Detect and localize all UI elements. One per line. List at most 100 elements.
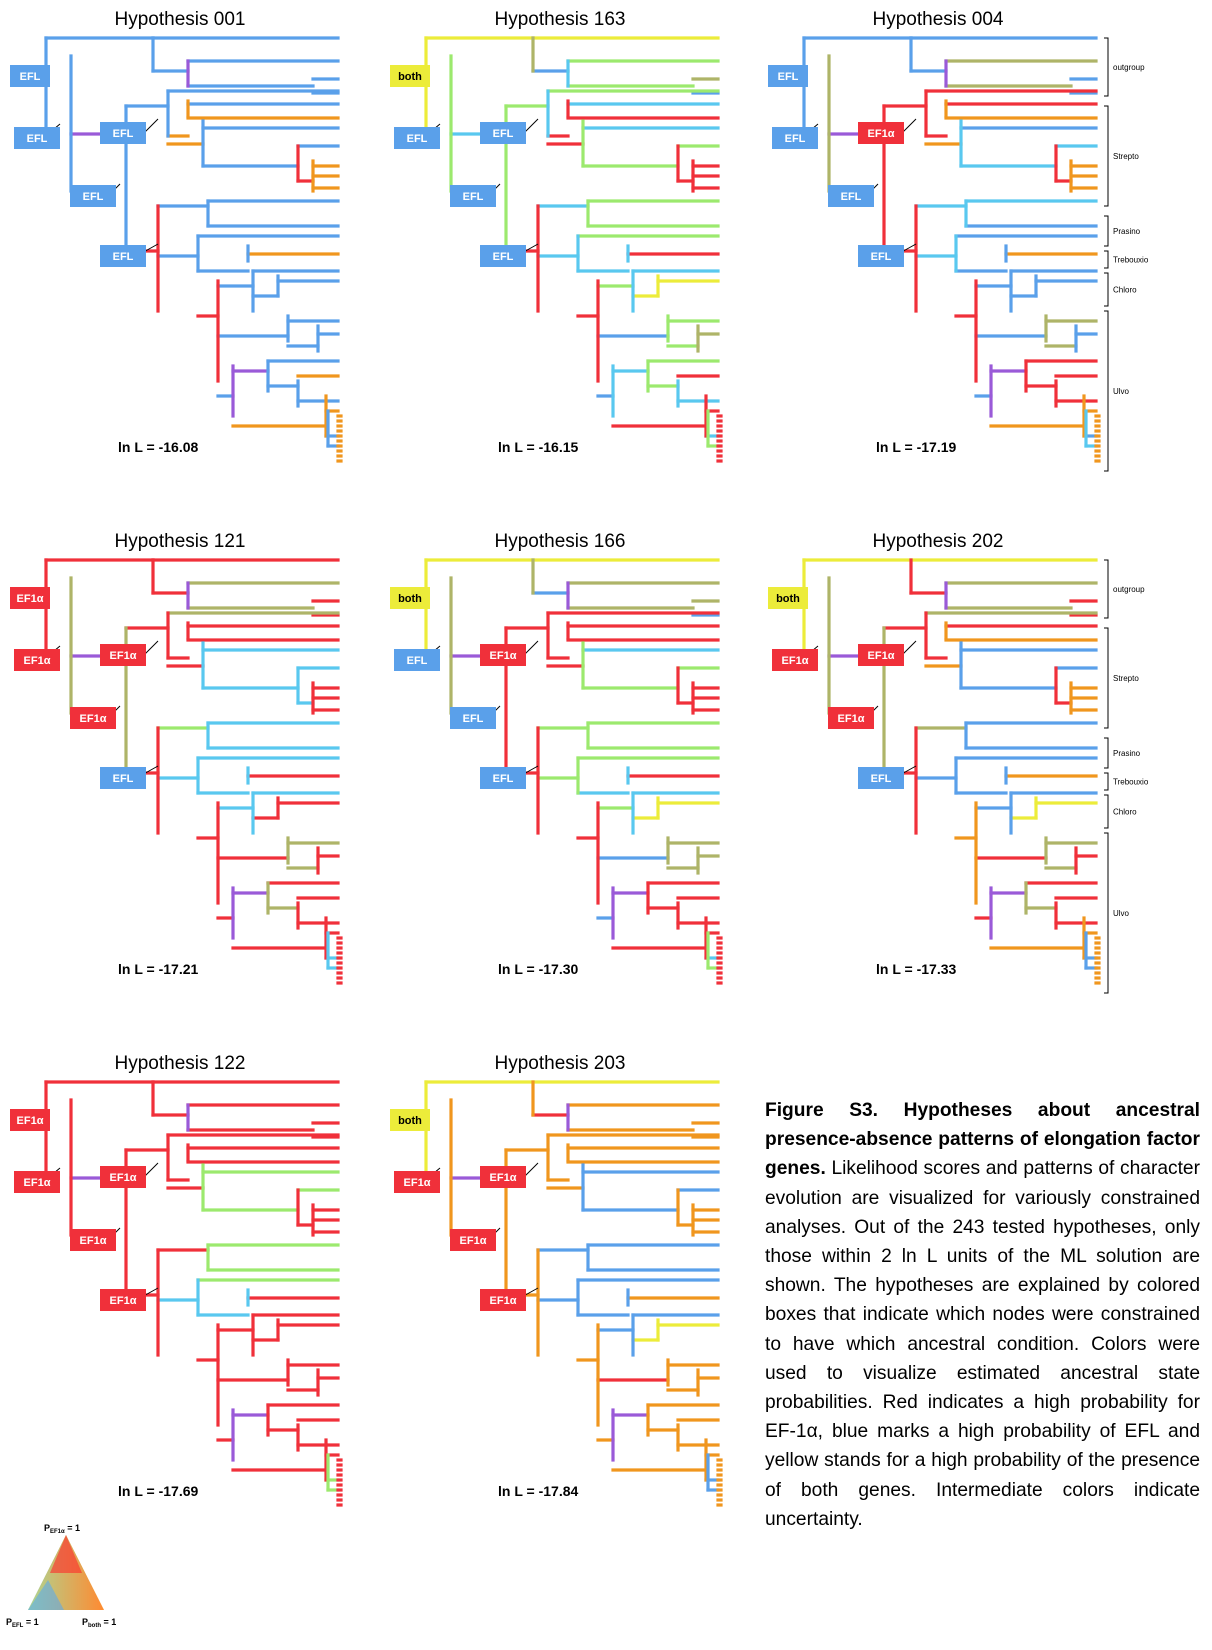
constraint-box: EF1α: [100, 644, 146, 666]
svg-text:EF1α: EF1α: [24, 1177, 51, 1189]
clade-bracket: [1104, 250, 1109, 269]
svg-text:EFL: EFL: [113, 128, 134, 140]
constraint-box: EF1α: [480, 644, 526, 666]
tree-branches: [44, 1080, 343, 1507]
constraint-box: EFL: [858, 245, 904, 267]
svg-text:EF1α: EF1α: [838, 713, 865, 725]
clade-bracket: [1104, 272, 1109, 307]
clade-label: Strepto: [1113, 674, 1139, 683]
svg-text:EFL: EFL: [27, 133, 48, 145]
svg-text:EF1α: EF1α: [490, 650, 517, 662]
panel-title: Hypothesis 163: [495, 9, 626, 30]
clade-bracket: [1104, 794, 1109, 829]
clade-label: Prasino: [1113, 749, 1141, 758]
svg-text:EFL: EFL: [407, 655, 428, 667]
constraint-box: EFL: [450, 185, 496, 207]
svg-text:both: both: [398, 1115, 422, 1127]
svg-text:EFL: EFL: [871, 773, 892, 785]
clade-label: Prasino: [1113, 227, 1141, 236]
tree-branches: [44, 558, 343, 985]
clade-label: Trebouxio: [1113, 778, 1149, 787]
constraint-box: both: [390, 1109, 430, 1131]
constraint-box: both: [768, 587, 808, 609]
svg-text:EFL: EFL: [493, 251, 514, 263]
svg-text:EF1α: EF1α: [110, 1172, 137, 1184]
panel-title: Hypothesis 001: [115, 9, 246, 30]
tree-panel: Hypothesis 121 EF1α EF1α EF1α EF1α EFL ln L = …: [10, 531, 343, 985]
constraint-box: EF1α: [394, 1171, 440, 1193]
clade-label: Trebouxio: [1113, 256, 1149, 265]
panel-title: Hypothesis 203: [495, 1053, 626, 1074]
tree-panel: Hypothesis 163 both EFL EFL EFL EFL ln L = -16…: [390, 9, 723, 463]
clade-bracket: [1104, 627, 1109, 729]
svg-text:EFL: EFL: [113, 251, 134, 263]
constraint-box: EF1α: [100, 1289, 146, 1311]
panel-title: Hypothesis 122: [115, 1053, 246, 1074]
constraint-box: EF1α: [450, 1229, 496, 1251]
constraint-box: EFL: [480, 122, 526, 144]
tree-panel: Hypothesis 122 EF1α EF1α EF1α EF1α EF1α ln L =…: [10, 1053, 343, 1507]
tree-branches: [802, 36, 1101, 463]
caption-heading: Figure S3. Hypotheses about ancestral pr…: [765, 1100, 1200, 1180]
svg-text:EF1α: EF1α: [110, 1295, 137, 1307]
likelihood-score: ln L = -17.30: [498, 961, 578, 977]
constraint-box: EFL: [394, 127, 440, 149]
clade-label: outgroup: [1113, 63, 1145, 72]
svg-text:both: both: [398, 71, 422, 83]
constraint-box: EF1α: [772, 649, 818, 671]
svg-text:EFL: EFL: [785, 133, 806, 145]
tree-branches: [424, 558, 723, 985]
constraint-box: EF1α: [14, 649, 60, 671]
clade-bracket: [1104, 737, 1109, 769]
clade-label: outgroup: [1113, 585, 1145, 594]
svg-text:EFL: EFL: [463, 713, 484, 725]
likelihood-score: ln L = -16.08: [118, 439, 198, 455]
constraint-box: EFL: [480, 767, 526, 789]
constraint-box: EF1α: [100, 1166, 146, 1188]
clade-bracket: [1104, 832, 1109, 994]
svg-text:EF1α: EF1α: [80, 1235, 107, 1247]
clade-label: Strepto: [1113, 152, 1139, 161]
constraint-box: EF1α: [858, 644, 904, 666]
constraint-box: EF1α: [480, 1289, 526, 1311]
svg-text:EFL: EFL: [20, 71, 41, 83]
svg-text:EF1α: EF1α: [868, 650, 895, 662]
likelihood-score: ln L = -17.19: [876, 439, 956, 455]
tree-branches: [424, 1080, 723, 1507]
panel-title: Hypothesis 202: [873, 531, 1004, 552]
clade-bracket: [1104, 215, 1109, 247]
constraint-box: EFL: [394, 649, 440, 671]
likelihood-score: ln L = -17.84: [498, 1483, 578, 1499]
svg-text:EF1α: EF1α: [868, 128, 895, 140]
svg-text:both: both: [398, 593, 422, 605]
svg-text:EFL: EFL: [493, 773, 514, 785]
constraint-box: EFL: [100, 767, 146, 789]
clade-brackets: outgroup Strepto Prasino Trebouxio Chloro Ulv…: [1104, 37, 1149, 472]
constraint-box: EFL: [10, 65, 50, 87]
tree-branches: [802, 558, 1101, 985]
constraint-box: EFL: [70, 185, 116, 207]
svg-text:EFL: EFL: [83, 191, 104, 203]
constraint-box: both: [390, 65, 430, 87]
likelihood-score: ln L = -17.21: [118, 961, 198, 977]
caption-body: Likelihood scores and patterns of charac…: [765, 1158, 1200, 1530]
svg-text:EFL: EFL: [871, 251, 892, 263]
constraint-box: EF1α: [10, 587, 50, 609]
constraint-box: EFL: [480, 245, 526, 267]
constraint-box: EFL: [772, 127, 818, 149]
likelihood-score: ln L = -17.33: [876, 961, 956, 977]
svg-text:EFL: EFL: [463, 191, 484, 203]
clade-brackets: outgroup Strepto Prasino Trebouxio Chloro Ulv…: [1104, 559, 1149, 994]
clade-label: Chloro: [1113, 808, 1137, 817]
svg-text:EF1α: EF1α: [17, 1115, 44, 1127]
constraint-box: EFL: [450, 707, 496, 729]
svg-text:EF1α: EF1α: [460, 1235, 487, 1247]
probability-legend: PEF1α = 1 PEFL = 1 Pboth = 1: [6, 1523, 116, 1629]
panel-title: Hypothesis 004: [873, 9, 1004, 30]
svg-text:EFL: EFL: [407, 133, 428, 145]
svg-text:EF1α: EF1α: [17, 593, 44, 605]
tree-panel: Hypothesis 202 both EF1α EF1α EF1α EFL ln L = …: [768, 531, 1149, 994]
svg-text:EF1α: EF1α: [782, 655, 809, 667]
svg-text:EF1α: EF1α: [490, 1295, 517, 1307]
